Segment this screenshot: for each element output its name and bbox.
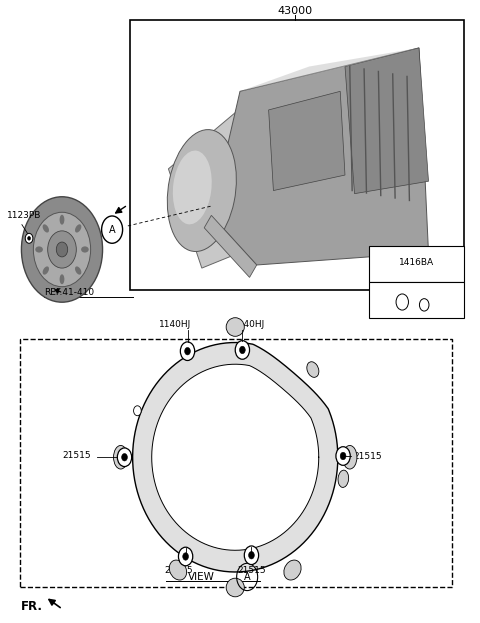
Circle shape (48, 231, 76, 268)
Text: VIEW: VIEW (188, 572, 215, 582)
Bar (130, 20, 464, 290)
Polygon shape (240, 48, 419, 92)
Polygon shape (204, 216, 257, 277)
Circle shape (240, 346, 245, 354)
Text: FR.: FR. (21, 599, 42, 612)
Circle shape (185, 348, 191, 355)
Bar (369, 246, 464, 282)
Bar (369, 282, 464, 318)
Circle shape (244, 546, 259, 564)
Circle shape (22, 197, 103, 302)
Circle shape (56, 242, 68, 257)
Circle shape (336, 447, 350, 465)
Text: A: A (244, 572, 251, 582)
Circle shape (133, 406, 141, 416)
Bar (21, 340, 452, 587)
Text: REF.41-410: REF.41-410 (44, 288, 95, 297)
Ellipse shape (114, 445, 128, 469)
Ellipse shape (75, 224, 82, 232)
Ellipse shape (343, 445, 357, 469)
Text: 21515: 21515 (165, 566, 193, 575)
Text: 1140HJ: 1140HJ (232, 320, 264, 329)
Ellipse shape (60, 274, 64, 284)
Circle shape (34, 212, 91, 287)
Ellipse shape (169, 560, 187, 580)
Text: 21515: 21515 (62, 451, 91, 460)
Circle shape (121, 454, 127, 461)
Polygon shape (132, 343, 338, 572)
Circle shape (179, 547, 193, 566)
Circle shape (249, 551, 254, 559)
Text: 1140HJ: 1140HJ (159, 320, 192, 329)
Ellipse shape (81, 246, 89, 252)
Ellipse shape (43, 224, 49, 232)
Text: 1416BA: 1416BA (399, 257, 434, 267)
Circle shape (340, 452, 346, 460)
Circle shape (183, 553, 189, 560)
Ellipse shape (307, 362, 319, 378)
Polygon shape (168, 101, 278, 268)
Text: 21515: 21515 (354, 452, 382, 460)
Circle shape (180, 342, 195, 361)
Ellipse shape (60, 215, 64, 225)
Text: A: A (109, 225, 115, 235)
Ellipse shape (173, 151, 212, 224)
Ellipse shape (167, 130, 236, 252)
Ellipse shape (226, 578, 244, 597)
Text: 1123PB: 1123PB (7, 211, 41, 220)
Ellipse shape (35, 246, 43, 252)
Circle shape (235, 341, 250, 359)
Polygon shape (211, 48, 429, 265)
Ellipse shape (284, 560, 301, 580)
Ellipse shape (226, 318, 244, 336)
Circle shape (25, 234, 33, 243)
Ellipse shape (43, 267, 49, 275)
Text: 21515: 21515 (237, 566, 266, 575)
Circle shape (28, 237, 31, 240)
Polygon shape (345, 48, 429, 194)
Ellipse shape (338, 470, 348, 487)
Circle shape (117, 448, 132, 467)
Ellipse shape (75, 267, 82, 275)
Text: 43000: 43000 (277, 6, 312, 16)
Polygon shape (269, 92, 345, 191)
